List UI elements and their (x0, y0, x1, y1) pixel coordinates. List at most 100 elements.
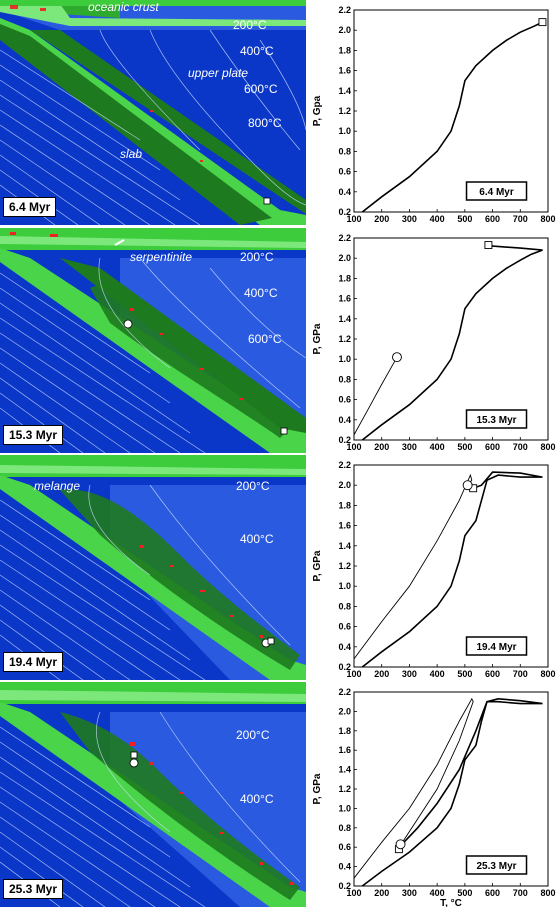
plot-time-label: 6.4 Myr (479, 187, 514, 198)
x-tick-label: 500 (457, 669, 472, 679)
time-label: 15.3 Myr (3, 425, 64, 445)
panel-row-1: oceanic crust upper plate slab 200°C 400… (0, 0, 560, 225)
y-tick-label: 0.8 (338, 374, 351, 384)
plot-time-label: 25.3 Myr (477, 861, 517, 872)
y-tick-label: 0.2 (338, 881, 351, 891)
model-snapshot-3: melange 200°C 400°C 19.4 Myr (0, 455, 306, 680)
x-tick-label: 500 (457, 888, 472, 898)
x-tick-label: 800 (540, 888, 555, 898)
pt-plot-1: 100 200 300 400 500 600 700 800 0.2 0.4 0.6 0.8 1.0 1… (306, 0, 560, 225)
x-tick-label: 100 (346, 888, 361, 898)
model-snapshot-4: 200°C 400°C 25.3 Myr (0, 682, 306, 907)
y-tick-label: 1.6 (338, 521, 351, 531)
x-tick-label: 700 (513, 214, 528, 224)
x-tick-label: 700 (513, 888, 528, 898)
plot-time-box (465, 181, 528, 201)
y-tick-label: 0.8 (338, 823, 351, 833)
pt-path-1 (361, 471, 543, 668)
x-tick-label: 800 (540, 669, 555, 679)
y-tick-label: 0.4 (338, 862, 351, 872)
model-snapshot-2: serpentinite 200°C 400°C 600°C 15.3 Myr (0, 228, 306, 453)
isotherm-label: 400°C (240, 532, 274, 546)
time-label: 19.4 Myr (3, 652, 64, 672)
isotherm-label: 200°C (233, 18, 267, 32)
pt-plot-3: 100 200 300 400 500 600 700 800 0.2 0.4 0.6 0.8 1.0 1… (306, 455, 560, 680)
panel-row-3: melange 200°C 400°C 19.4 Myr 100 200 300 40… (0, 455, 560, 680)
plot-time-box (465, 409, 528, 429)
label-oceanic-crust: oceanic crust (88, 0, 159, 14)
isotherm-label: 600°C (244, 82, 278, 96)
y-tick-label: 1.0 (338, 803, 351, 813)
y-tick-label: 1.2 (338, 334, 351, 344)
y-tick-label: 1.0 (338, 581, 351, 591)
isotherm-label: 400°C (240, 44, 274, 58)
y-tick-label: 0.2 (338, 435, 351, 445)
x-tick-label: 200 (374, 442, 389, 452)
y-tick-label: 1.6 (338, 745, 351, 755)
y-tick-label: 0.8 (338, 601, 351, 611)
y-tick-label: 0.6 (338, 842, 351, 852)
label-slab: slab (120, 147, 143, 161)
y-tick-label: 1.2 (338, 561, 351, 571)
circle-marker (462, 480, 473, 491)
y-tick-label: 0.4 (338, 187, 351, 197)
square-marker (484, 241, 493, 250)
y-axis-label: P, GPa (312, 550, 323, 581)
y-tick-label: 2.2 (338, 233, 351, 243)
y-tick-label: 1.8 (338, 45, 351, 55)
y-tick-label: 2.2 (338, 460, 351, 470)
y-tick-label: 0.8 (338, 146, 351, 156)
plot-time-box (465, 855, 528, 875)
y-tick-label: 2.2 (338, 687, 351, 697)
y-tick-label: 0.2 (338, 207, 351, 217)
y-axis-label: P, Gpa (312, 95, 323, 126)
y-tick-label: 1.8 (338, 500, 351, 510)
y-tick-label: 1.4 (338, 86, 351, 96)
y-tick-label: 0.2 (338, 662, 351, 672)
x-tick-label: 600 (485, 214, 500, 224)
isotherm-label: 200°C (236, 728, 270, 742)
x-tick-label: 500 (457, 442, 472, 452)
isotherm-label: 200°C (240, 250, 274, 264)
x-tick-label: 600 (485, 442, 500, 452)
isotherm-label: 400°C (240, 792, 274, 806)
x-tick-label: 800 (540, 442, 555, 452)
isotherm-label: 200°C (236, 479, 270, 493)
y-tick-label: 1.8 (338, 726, 351, 736)
x-tick-label: 200 (374, 669, 389, 679)
x-tick-label: 100 (346, 669, 361, 679)
label-serpentinite: serpentinite (130, 250, 193, 264)
x-tick-label: 100 (346, 214, 361, 224)
x-tick-label: 600 (485, 888, 500, 898)
y-tick-label: 1.4 (338, 314, 351, 324)
x-tick-label: 600 (485, 669, 500, 679)
y-tick-label: 0.6 (338, 622, 351, 632)
isotherm-label: 800°C (248, 116, 282, 130)
circle-marker (392, 352, 402, 363)
panel-row-2: serpentinite 200°C 400°C 600°C 15.3 Myr … (0, 228, 560, 453)
x-tick-label: 400 (430, 669, 445, 679)
pt-path-1 (361, 244, 543, 441)
y-tick-label: 1.6 (338, 294, 351, 304)
x-tick-label: 300 (402, 888, 417, 898)
plot-time-box (465, 636, 528, 656)
y-axis-label: P, GPa (312, 773, 323, 804)
panel-row-4: 200°C 400°C 25.3 Myr 100 200 300 400 500 600 7… (0, 682, 560, 907)
y-tick-label: 0.4 (338, 415, 351, 425)
y-tick-label: 2.2 (338, 5, 351, 15)
isotherm-label: 600°C (248, 332, 282, 346)
pt-path-2 (353, 356, 398, 436)
x-tick-label: 100 (346, 442, 361, 452)
y-tick-label: 1.0 (338, 354, 351, 364)
x-tick-label: 300 (402, 669, 417, 679)
x-tick-label: 500 (457, 214, 472, 224)
y-tick-label: 2.0 (338, 706, 351, 716)
y-tick-label: 2.0 (338, 480, 351, 490)
x-axis-label: T, °C (440, 898, 462, 907)
circle-marker (395, 839, 406, 850)
time-label: 25.3 Myr (3, 879, 64, 899)
pt-path-1 (361, 697, 543, 887)
plot-time-label: 19.4 Myr (477, 642, 517, 653)
y-tick-label: 0.6 (338, 167, 351, 177)
y-tick-label: 1.4 (338, 541, 351, 551)
